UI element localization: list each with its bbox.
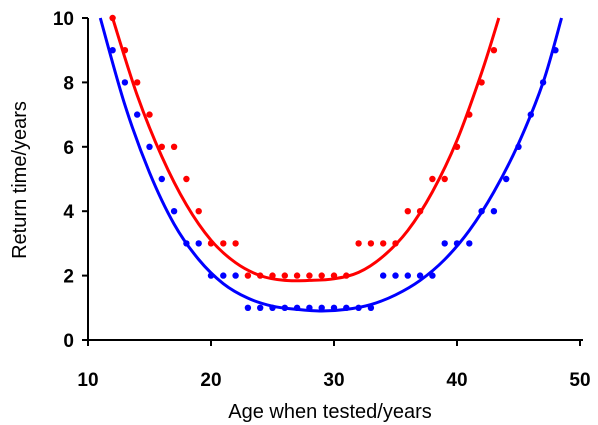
- x-tick-label: 30: [323, 370, 344, 391]
- data-point-lower: [429, 272, 436, 279]
- data-point-upper: [355, 240, 362, 247]
- data-point-lower: [232, 272, 239, 279]
- data-point-lower: [503, 175, 510, 183]
- y-tick-label: 2: [63, 267, 74, 288]
- data-point-lower: [109, 47, 116, 54]
- fit-curve-lower: [98, 17, 563, 313]
- data-point-upper: [232, 240, 239, 247]
- data-point-lower: [183, 240, 190, 247]
- data-point-lower: [318, 304, 325, 311]
- data-point-lower: [466, 240, 473, 247]
- data-point-upper: [416, 208, 424, 215]
- data-points: [109, 14, 559, 311]
- x-tick-label: 40: [446, 370, 467, 391]
- data-point-upper: [244, 272, 252, 279]
- x-tick-label: 50: [569, 370, 590, 391]
- data-point-lower: [392, 272, 399, 279]
- data-point-upper: [318, 272, 325, 279]
- data-point-lower: [134, 111, 141, 118]
- data-point-upper: [490, 47, 498, 54]
- data-point-upper: [109, 14, 116, 22]
- data-point-upper: [170, 143, 178, 150]
- data-point-lower: [146, 143, 153, 150]
- data-point-upper: [220, 240, 227, 247]
- data-point-upper: [158, 143, 165, 150]
- data-point-lower: [453, 240, 461, 247]
- data-point-lower: [527, 111, 534, 118]
- data-point-upper: [441, 175, 448, 183]
- data-point-upper: [134, 79, 141, 86]
- data-point-upper: [453, 143, 461, 150]
- data-point-lower: [404, 272, 411, 279]
- data-point-upper: [478, 79, 485, 86]
- data-point-lower: [306, 304, 313, 311]
- data-point-upper: [146, 111, 153, 118]
- data-point-lower: [195, 240, 202, 247]
- data-point-lower: [515, 143, 522, 150]
- data-point-upper: [343, 272, 350, 279]
- data-point-upper: [257, 272, 264, 279]
- data-point-lower: [539, 79, 547, 86]
- data-point-upper: [306, 272, 313, 279]
- data-point-upper: [367, 240, 375, 247]
- y-tick-label: 6: [63, 138, 74, 159]
- x-tick-label: 10: [77, 370, 98, 391]
- data-point-upper: [392, 240, 399, 247]
- data-point-lower: [441, 240, 448, 247]
- data-point-upper: [121, 47, 129, 54]
- data-point-lower: [330, 304, 338, 311]
- data-point-lower: [121, 79, 129, 86]
- data-point-lower: [490, 208, 498, 215]
- data-point-upper: [466, 111, 473, 118]
- data-point-upper: [380, 240, 387, 247]
- data-point-upper: [183, 175, 190, 183]
- data-point-lower: [220, 272, 227, 279]
- fit-curve-upper: [111, 17, 501, 283]
- y-tick-label: 4: [63, 202, 74, 223]
- ticks: 0 2 4 6 8 10 10 20 30 40 50: [53, 9, 591, 391]
- data-point-upper: [269, 272, 276, 279]
- data-point-lower: [158, 175, 165, 183]
- y-tick-label: 0: [63, 331, 74, 352]
- data-point-lower: [552, 47, 559, 54]
- data-point-upper: [330, 272, 338, 279]
- axes: [87, 18, 583, 341]
- data-point-upper: [195, 208, 202, 215]
- data-point-lower: [343, 304, 350, 311]
- data-point-lower: [380, 272, 387, 279]
- data-point-lower: [293, 304, 301, 311]
- data-point-lower: [416, 272, 424, 279]
- y-tick-label: 8: [63, 73, 74, 94]
- data-point-lower: [170, 208, 178, 215]
- data-point-upper: [281, 272, 288, 279]
- x-tick-label: 20: [200, 370, 221, 391]
- x-axis-title: Age when tested/years: [228, 401, 431, 423]
- data-point-upper: [207, 240, 215, 247]
- data-point-upper: [293, 272, 301, 279]
- y-axis-title: Return time/years: [9, 101, 31, 259]
- y-tick-label: 10: [53, 9, 74, 30]
- data-point-lower: [478, 208, 485, 215]
- data-point-lower: [207, 272, 215, 279]
- data-point-lower: [269, 304, 276, 311]
- data-point-lower: [355, 304, 362, 311]
- data-point-lower: [257, 304, 264, 311]
- data-point-lower: [367, 304, 375, 311]
- data-point-lower: [244, 304, 252, 311]
- data-point-lower: [281, 304, 288, 311]
- data-point-upper: [429, 175, 436, 183]
- fit-curves: [98, 17, 563, 313]
- data-point-upper: [404, 208, 411, 215]
